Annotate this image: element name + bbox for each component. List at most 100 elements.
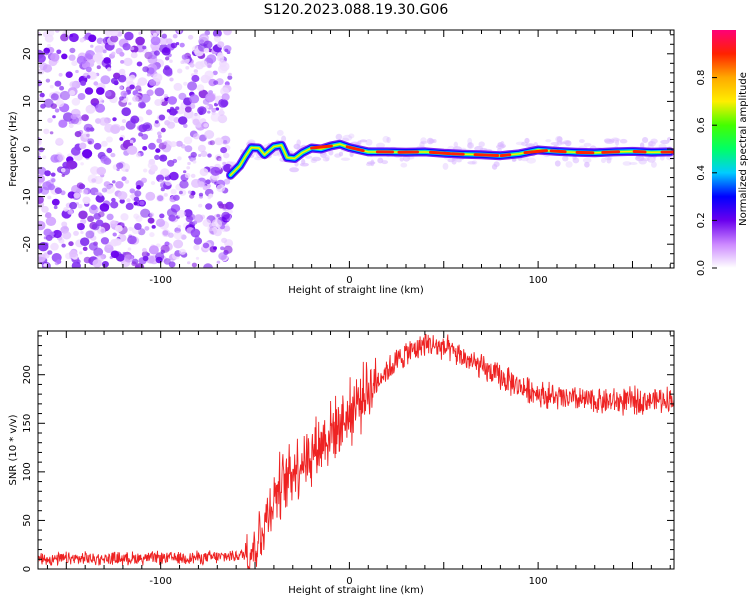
track-peak [475,155,498,156]
halo-blob [289,167,299,172]
halo-blob [566,161,573,168]
noise-blob [36,182,41,187]
noise-blob [142,248,147,252]
noise-blob [123,93,126,96]
noise-blob [67,210,73,215]
noise-blob [110,201,118,208]
noise-blob [86,105,96,114]
noise-blob [75,131,82,137]
noise-blob [163,142,167,146]
noise-blob [173,240,183,249]
noise-blob [69,202,77,209]
noise-blob [178,116,187,125]
noise-blob [189,194,194,199]
noise-blob [99,193,102,196]
noise-blob [155,120,159,124]
noise-blob [48,184,55,190]
noise-blob [127,236,137,245]
noise-blob [97,167,107,176]
noise-blob [170,141,177,147]
noise-blob [134,190,141,196]
noise-blob [56,259,61,264]
noise-blob [161,245,170,253]
halo-blob [604,138,612,142]
noise-blob [37,156,42,160]
noise-blob [209,228,217,235]
noise-blob [139,201,144,206]
noise-blob [71,147,81,156]
halo-blob [427,138,434,145]
noise-blob [164,94,169,98]
noise-blob [82,197,90,205]
noise-blob [103,57,111,64]
noise-blob [142,66,149,72]
track-peak [525,151,547,153]
noise-blob [187,261,190,264]
noise-blob [169,78,173,82]
noise-blob [119,96,124,100]
noise-blob [123,43,131,50]
noise-blob [37,152,41,156]
halo-blob [584,143,592,147]
noise-blob [111,198,116,202]
halo-blob [386,137,390,143]
noise-blob [154,99,162,106]
noise-blob [86,231,95,239]
noise-blob [77,56,87,65]
noise-blob [118,75,126,83]
noise-blob [165,69,173,76]
noise-blob [71,60,77,66]
noise-blob [80,81,86,86]
noise-blob [122,119,126,123]
noise-blob [61,244,65,248]
noise-blob [61,54,67,60]
noise-blob [41,206,49,213]
noise-blob [197,106,206,115]
colorbar-tick-label: 0.4 [696,165,707,181]
noise-blob [159,214,164,219]
noise-blob [113,233,117,237]
noise-blob [44,99,54,108]
noise-blob [52,199,60,206]
noise-blob [115,181,123,189]
noise-blob [102,261,109,267]
noise-blob [86,67,92,73]
y-tick-label: 10 [22,95,33,108]
halo-blob [301,159,305,165]
noise-blob [216,214,220,217]
noise-blob [129,75,135,81]
noise-blob [134,197,139,202]
noise-blob [187,81,197,90]
noise-blob [50,85,54,89]
noise-blob [69,250,77,257]
noise-blob [84,124,93,132]
noise-blob [142,46,146,50]
noise-blob [55,108,60,112]
noise-blob [123,58,132,66]
track-peak [551,151,565,152]
noise-blob [218,158,221,161]
noise-blob [80,237,89,246]
noise-blob [75,70,79,73]
noise-blob [47,44,51,48]
noise-blob [85,87,93,95]
noise-blob [83,247,88,251]
noise-blob [154,50,160,55]
noise-blob [72,98,81,106]
noise-blob [150,165,158,172]
noise-blob [205,93,215,102]
noise-blob [63,207,68,212]
noise-blob [128,227,133,231]
noise-blob [221,238,227,243]
noise-blob [216,184,225,192]
noise-blob [61,168,66,172]
noise-blob [146,253,149,256]
noise-blob [220,147,227,153]
noise-blob [211,108,216,113]
noise-blob [225,49,229,52]
noise-blob [177,210,186,218]
x-tick-label: -100 [149,275,172,286]
noise-blob [95,104,105,113]
noise-blob [56,138,63,145]
noise-blob [168,115,175,121]
